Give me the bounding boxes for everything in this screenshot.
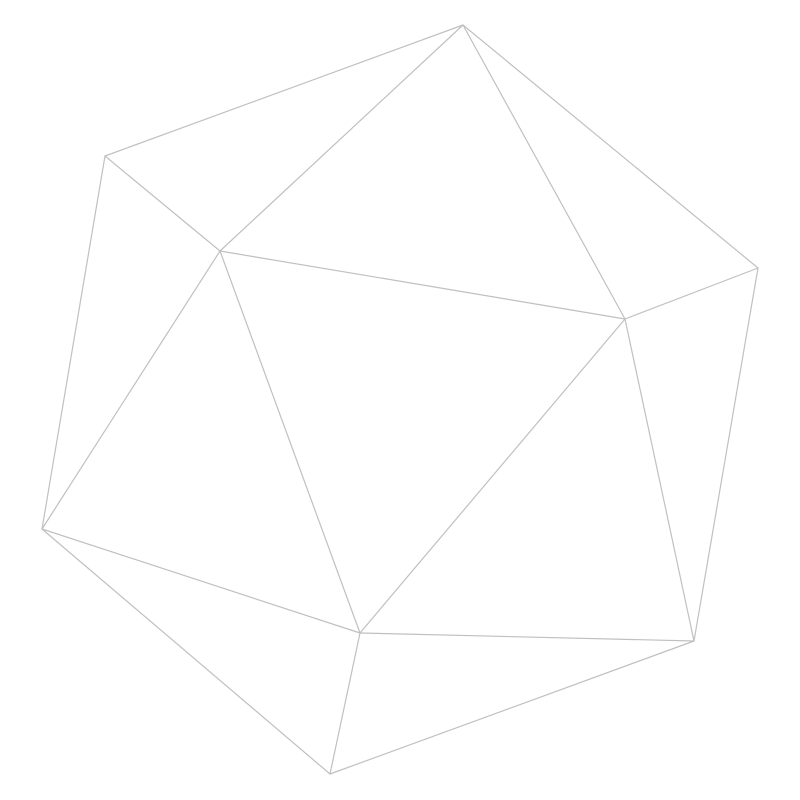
spoke-edge (41, 250, 221, 530)
spoke-edge (329, 632, 361, 775)
spoke-edge (359, 632, 695, 642)
spoke-edge (219, 24, 464, 252)
spoke-edge (462, 24, 626, 320)
spoke-edge (41, 528, 361, 634)
outer-edge (41, 155, 106, 530)
outer-edge (41, 528, 331, 775)
outer-edge (462, 24, 759, 269)
spoke-edge (624, 318, 695, 642)
inner-edge (359, 318, 626, 634)
inner-edge (219, 250, 361, 634)
outer-edge (104, 24, 464, 157)
outer-edge (693, 267, 759, 642)
spoke-edge (104, 155, 221, 252)
inner-edge (219, 250, 626, 320)
outer-edge (329, 640, 695, 775)
spoke-edge (624, 267, 759, 320)
